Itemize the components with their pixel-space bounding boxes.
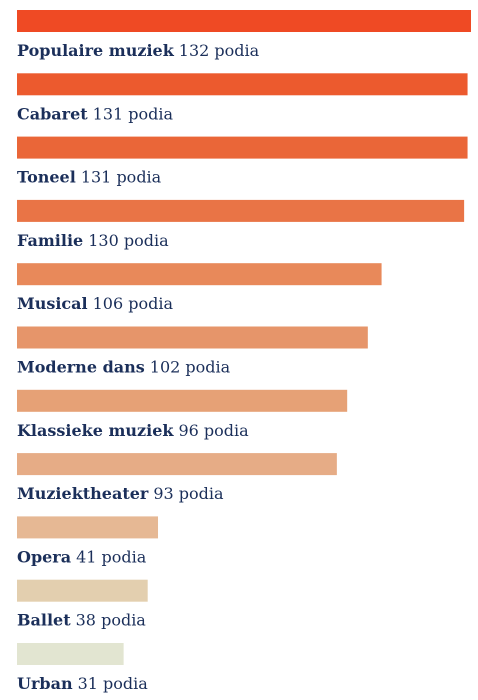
bar-label: Populaire muziek 132 podia (17, 41, 260, 60)
value-label: 132 podia (179, 41, 260, 60)
category-label: Klassieke muziek (17, 421, 174, 440)
bar-label: Klassieke muziek 96 podia (17, 421, 249, 440)
bar (17, 643, 124, 665)
bar (17, 389, 348, 412)
value-label: 93 podia (153, 484, 224, 503)
category-label: Cabaret (17, 104, 88, 123)
bar-label: Musical 106 podia (17, 294, 173, 313)
category-label: Familie (17, 231, 83, 250)
bar-label: Urban 31 podia (17, 674, 148, 693)
bar-label: Ballet 38 podia (17, 611, 146, 630)
value-label: 130 podia (88, 231, 169, 250)
category-label: Moderne dans (17, 358, 145, 377)
bar (17, 199, 465, 222)
category-label: Populaire muziek (17, 41, 175, 60)
bar (17, 136, 468, 159)
bar-label: Familie 130 podia (17, 231, 169, 250)
category-label: Toneel (17, 168, 76, 187)
bar-label: Moderne dans 102 podia (17, 358, 231, 377)
category-label: Muziektheater (17, 484, 149, 503)
value-label: 31 podia (78, 674, 149, 693)
bar (17, 579, 148, 602)
bar (17, 73, 468, 96)
bar (17, 10, 471, 32)
bar (17, 453, 337, 476)
value-label: 96 podia (178, 421, 249, 440)
category-label: Opera (17, 547, 71, 566)
bar-label: Opera 41 podia (17, 547, 147, 566)
category-label: Musical (17, 294, 88, 313)
value-label: 131 podia (93, 104, 174, 123)
value-label: 41 podia (76, 547, 147, 566)
bar (17, 263, 382, 286)
bar-label: Toneel 131 podia (17, 168, 162, 187)
bar (17, 326, 368, 349)
bar-label: Cabaret 131 podia (17, 104, 174, 123)
category-label: Urban (17, 674, 73, 693)
bar-label: Muziektheater 93 podia (17, 484, 224, 503)
bar (17, 516, 159, 539)
value-label: 102 podia (150, 358, 231, 377)
category-label: Ballet (17, 611, 71, 630)
value-label: 106 podia (93, 294, 174, 313)
value-label: 38 podia (76, 611, 147, 630)
value-label: 131 podia (81, 168, 162, 187)
